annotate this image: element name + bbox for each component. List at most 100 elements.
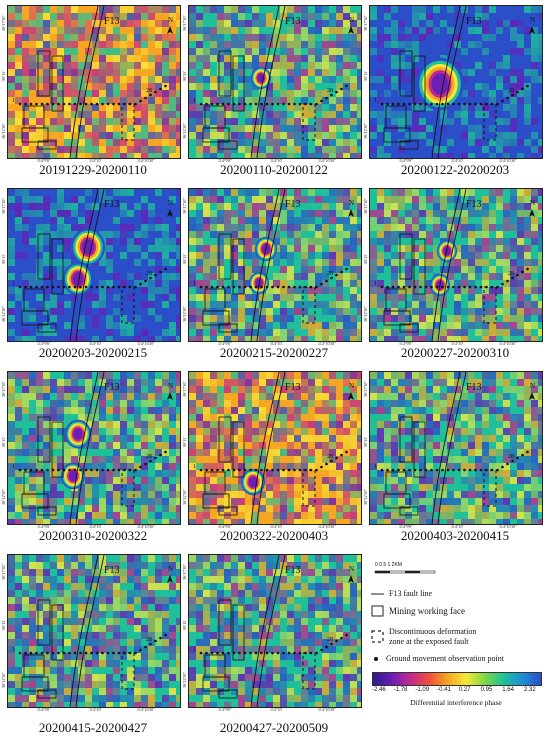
observation-point <box>287 285 291 289</box>
longitude-label: 114°10' <box>89 707 102 712</box>
observation-point <box>386 285 389 289</box>
fault-line <box>250 372 280 524</box>
longitude-label: 114°10' <box>451 158 464 163</box>
fault-line <box>69 555 99 707</box>
observation-point <box>243 468 247 472</box>
observation-point <box>521 453 524 457</box>
observation-point <box>402 468 406 472</box>
mining-working-face <box>218 506 238 516</box>
observation-point <box>335 90 338 94</box>
point-start-label: 1 <box>193 98 196 104</box>
deformation-fringe <box>248 476 258 488</box>
observation-point <box>441 468 444 472</box>
observation-point <box>29 102 33 106</box>
observation-point <box>199 651 203 655</box>
observation-point <box>260 651 263 655</box>
observation-point <box>238 468 241 472</box>
observation-point <box>117 468 121 472</box>
observation-point <box>309 651 313 655</box>
north-arrow-icon <box>529 209 535 217</box>
scale-text: 0 0.5 1 2KM <box>375 562 402 568</box>
latitude-label: 36°15' <box>1 71 6 82</box>
longitude-label: 114°10'30" <box>499 524 517 529</box>
observation-point <box>325 645 328 649</box>
observation-point <box>468 468 472 472</box>
observation-point <box>101 468 104 472</box>
observation-point <box>315 468 318 472</box>
observation-point <box>463 285 466 289</box>
fault-line <box>256 6 286 158</box>
observation-point <box>304 651 307 655</box>
mining-working-face <box>218 140 238 150</box>
observation-point <box>238 285 241 289</box>
observation-point <box>18 102 22 106</box>
colorbar-tick-label: 2.32 <box>524 687 536 693</box>
observation-point <box>380 102 384 106</box>
fault-line <box>437 189 467 341</box>
observation-point <box>35 468 38 472</box>
observation-point <box>57 102 60 106</box>
observation-point <box>282 285 285 289</box>
discontinuous-zone <box>302 286 316 324</box>
legend-discontinuous-line2: zone at the exposed fault <box>389 637 469 646</box>
longitude-label: 114°10'30" <box>318 158 336 163</box>
mining-working-face <box>218 689 238 699</box>
observation-point <box>29 651 33 655</box>
observation-point <box>243 102 247 106</box>
point-start-label: 1 <box>193 647 196 653</box>
observation-point <box>490 468 494 472</box>
observation-point <box>391 285 395 289</box>
observation-point <box>287 102 291 106</box>
observation-point <box>282 468 285 472</box>
point-start-label: 1 <box>12 464 15 470</box>
observation-point <box>90 102 93 106</box>
mining-working-face <box>202 310 230 326</box>
mining-working-face <box>413 55 426 112</box>
observation-point <box>40 285 44 289</box>
observation-point <box>164 450 167 454</box>
observation-point <box>435 285 439 289</box>
caption-10: 20200415-20200427 <box>38 720 148 735</box>
mining-working-face <box>399 140 419 150</box>
observation-point <box>112 651 115 655</box>
latitude-label: 36°12'30" <box>1 672 6 688</box>
latitude-label: 36°15' <box>1 620 6 631</box>
mining-working-face <box>202 127 230 143</box>
observation-point <box>221 651 225 655</box>
interferogram-map: F13 N 1 28 <box>189 555 361 707</box>
longitude-label: 114°9'0" <box>399 341 413 346</box>
mining-working-face <box>399 233 413 280</box>
fault-label: F13 <box>104 382 120 393</box>
fault-line <box>75 6 105 158</box>
north-arrow-icon <box>348 26 354 34</box>
mining-working-face <box>37 599 51 646</box>
latitude-label: 36°15' <box>363 437 368 448</box>
fault-line <box>250 189 280 341</box>
observation-point <box>95 468 99 472</box>
observation-point <box>424 468 428 472</box>
fault-line <box>431 372 461 524</box>
observation-point <box>227 285 230 289</box>
observation-point <box>276 468 280 472</box>
observation-point <box>265 651 269 655</box>
observation-point <box>205 468 208 472</box>
observation-point <box>149 459 152 463</box>
longitude-label: 114°10' <box>270 158 283 163</box>
observation-point <box>340 270 343 274</box>
point-end-label: 28 <box>508 88 514 94</box>
legend: 0 0.5 1 2KM F13 fault line Mining workin… <box>370 562 550 735</box>
latitude-label: 36°12'30" <box>1 306 6 322</box>
observation-point <box>441 285 444 289</box>
observation-point <box>320 648 323 652</box>
observation-point <box>24 285 27 289</box>
observation-point <box>254 651 258 655</box>
observation-point <box>340 87 343 91</box>
observation-point <box>144 279 147 283</box>
observation-point <box>320 99 323 103</box>
observation-point <box>330 276 333 280</box>
observation-point <box>511 276 514 280</box>
observation-point <box>35 285 38 289</box>
observation-point <box>516 273 519 277</box>
observation-point <box>51 102 55 106</box>
observation-point <box>216 285 219 289</box>
